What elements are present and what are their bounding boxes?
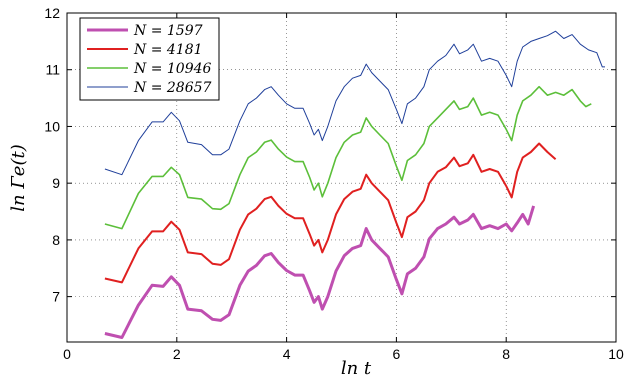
- legend-label: N = 10946: [133, 61, 212, 77]
- y-axis-label: ln Γe(t): [8, 144, 29, 212]
- axis-ticks: 0 2 4 6 8 10 7 8 9 10 11 12: [44, 5, 624, 362]
- y-tick-label: 9: [52, 175, 60, 191]
- x-tick-label: 0: [63, 346, 71, 362]
- legend-label: N = 4181: [133, 42, 203, 58]
- series-line-2: [104, 142, 557, 284]
- legend-label: N = 28657: [133, 80, 212, 96]
- y-tick-label: 7: [52, 289, 60, 305]
- y-tick-label: 12: [44, 5, 60, 21]
- x-tick-label: 6: [393, 346, 401, 362]
- legend-box: [79, 17, 220, 101]
- series-line-1: [104, 205, 536, 339]
- x-axis-label: ln t: [341, 358, 372, 379]
- y-tick-label: 8: [52, 232, 60, 248]
- legend-label: N = 1597: [133, 23, 203, 39]
- x-tick-label: 2: [173, 346, 181, 362]
- x-tick-label: 8: [502, 346, 510, 362]
- series-line-3: [104, 85, 592, 230]
- x-tick-label: 4: [283, 346, 291, 362]
- y-tick-label: 10: [44, 118, 60, 134]
- legend: N = 1597 N = 4181 N = 10946 N = 28657: [79, 17, 220, 101]
- series-line-4: [104, 30, 605, 176]
- series-lines: [104, 30, 605, 339]
- plot-frame: [66, 12, 617, 343]
- grid-lines: [67, 13, 616, 342]
- x-tick-label: 10: [608, 346, 624, 362]
- y-tick-label: 11: [45, 62, 60, 78]
